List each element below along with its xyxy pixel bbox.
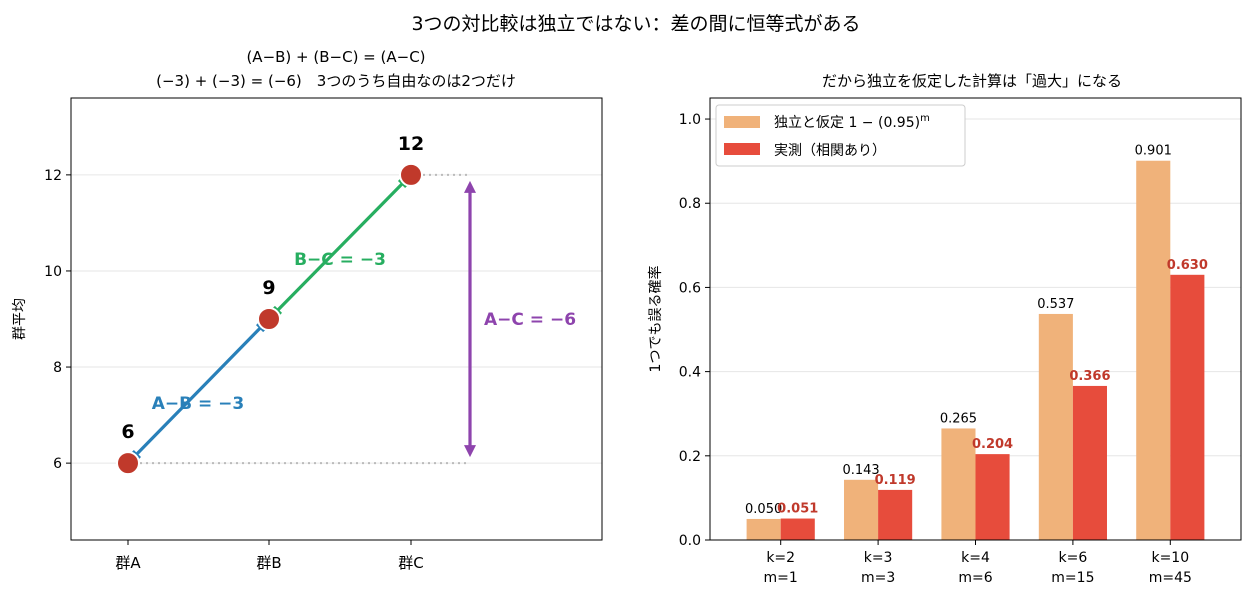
bar-label-independent: 0.537 [1037, 297, 1074, 312]
left-chart: (A−B) + (B−C) = (A−C) (−3) + (−3) = (−6)… [12, 48, 603, 572]
right-xtick-label-m: m=6 [958, 570, 992, 586]
legend-swatch-measured [724, 143, 760, 155]
left-ytick-label: 10 [44, 264, 62, 280]
bar-measured [975, 454, 1010, 540]
right-xtick-label-k: k=6 [1059, 550, 1088, 566]
bar-label-measured: 0.204 [972, 437, 1013, 452]
legend-label-independent: 独立と仮定 1 − (0.95)m [774, 113, 930, 131]
right-ytick-label: 0.2 [679, 449, 701, 465]
left-xtick-label: 群B [256, 554, 281, 572]
annotation-b-c: B−C = −3 [294, 250, 386, 270]
left-chart-axes: 6 8 10 12 群A 群B 群C [44, 168, 424, 572]
legend-frame [715, 104, 966, 167]
right-xtick-label-k: k=4 [961, 550, 990, 566]
legend-label-measured: 実測（相関あり） [774, 143, 886, 159]
bar-independent [844, 479, 879, 540]
bar-independent [1038, 313, 1073, 540]
arrow-a-c-head-top [464, 180, 476, 193]
left-ytick-label: 6 [53, 456, 62, 472]
right-xtick-label-k: k=10 [1151, 550, 1189, 566]
group-mean-label: 6 [121, 421, 134, 443]
bracket-a-b [135, 326, 262, 456]
bar-label-independent: 0.050 [745, 502, 782, 517]
annotation-a-b: A−B = −3 [152, 394, 245, 414]
bracket-a-b-cap-end [255, 323, 266, 333]
bar-label-measured: 0.051 [777, 502, 818, 517]
legend-swatch-independent [724, 116, 760, 128]
bar-measured [780, 518, 815, 540]
left-chart-title-line2: (−3) + (−3) = (−6) 3つのうち自由なのは2つだけ [156, 72, 516, 90]
bar-label-independent: 0.143 [842, 463, 879, 478]
left-ytick-label: 12 [44, 168, 62, 184]
right-ytick-label: 1.0 [679, 112, 701, 128]
bar-independent [746, 518, 781, 540]
right-xtick-label-m: m=15 [1051, 570, 1094, 586]
bar-measured [1170, 274, 1205, 540]
group-mean-point [116, 451, 140, 476]
right-ytick-label: 0.6 [679, 280, 701, 296]
bar-label-independent: 0.265 [940, 411, 977, 426]
bar-label-measured: 0.630 [1167, 258, 1208, 273]
annotation-a-c: A−C = −6 [484, 310, 576, 330]
right-ytick-label: 0.4 [679, 365, 701, 381]
right-xtick-label-k: k=3 [864, 550, 893, 566]
group-mean-point [399, 162, 423, 187]
right-chart-axes: 0.0 0.2 0.4 0.6 0.8 1.0 k=2 m=1 k=3 m=3 k=4 m=6 k=6 m… [679, 112, 1192, 586]
bar-measured [1072, 385, 1107, 540]
bar-label-measured: 0.119 [875, 473, 916, 488]
left-chart-title-line1: (A−B) + (B−C) = (A−C) [246, 48, 425, 66]
right-xtick-label-m: m=1 [764, 570, 798, 586]
bar-label-measured: 0.366 [1069, 369, 1110, 384]
group-mean-label: 12 [398, 133, 424, 155]
left-xtick-label: 群C [398, 554, 423, 572]
left-chart-ylabel: 群平均 [12, 298, 28, 340]
right-xtick-label-m: m=45 [1149, 570, 1192, 586]
right-xtick-label-k: k=2 [766, 550, 795, 566]
right-ytick-label: 0.8 [679, 196, 701, 212]
bar-independent [941, 428, 976, 540]
group-mean-label: 9 [262, 277, 275, 299]
left-chart-frame [70, 97, 603, 541]
bar-label-independent: 0.901 [1135, 144, 1172, 159]
right-chart-ylabel: 1つでも誤る確率 [647, 266, 664, 373]
figure-suptitle: 3つの対比較は独立ではない：差の間に恒等式がある [411, 13, 860, 35]
group-mean-point [257, 307, 281, 331]
left-ytick-label: 8 [53, 360, 62, 376]
right-xtick-label-m: m=3 [861, 570, 895, 586]
bracket-a-b-cap-start [131, 449, 142, 460]
left-chart-gridlines [71, 174, 602, 464]
right-ytick-label: 0.0 [679, 533, 701, 549]
bar-measured [878, 489, 913, 540]
left-chart-marks: A−B = −3 B−C = −3 A−C = −6 6 9 12 [116, 133, 576, 476]
bar-independent [1136, 160, 1171, 540]
bracket-b-c [276, 182, 404, 312]
arrow-a-c-head-bottom [464, 445, 476, 458]
left-xtick-label: 群A [115, 554, 141, 572]
right-chart-title: だから独立を仮定した計算は「過大」になる [822, 72, 1122, 90]
right-chart-legend: 独立と仮定 1 − (0.95)m 実測（相関あり） [715, 104, 966, 167]
